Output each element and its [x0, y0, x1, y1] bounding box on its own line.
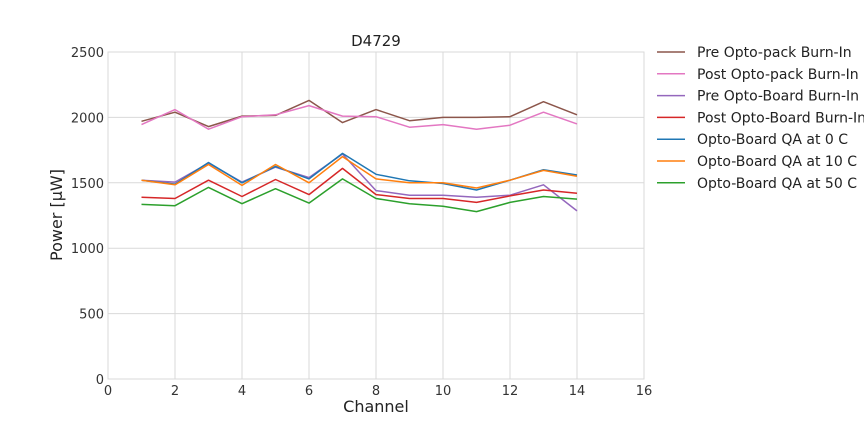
- y-tick-label: 1000: [71, 242, 104, 257]
- chart-title: D4729: [351, 32, 401, 50]
- y-tick-label: 500: [79, 308, 104, 323]
- legend-label: Pre Opto-pack Burn-In: [697, 45, 852, 61]
- legend-label: Opto-Board QA at 50 C: [697, 176, 857, 192]
- axes: [107, 51, 645, 380]
- series-line: [141, 99, 578, 128]
- x-tick-label: 12: [502, 384, 519, 399]
- legend-label: Post Opto-pack Burn-In: [697, 67, 859, 83]
- y-tick-label: 1500: [71, 177, 104, 192]
- grid: [107, 51, 645, 380]
- x-tick-label: 2: [171, 384, 179, 399]
- series-line: [141, 167, 578, 204]
- y-tick-label: 2000: [71, 111, 104, 126]
- tick-labels: 0 2 4 6 8 10 12 14 16 0 500 1000 1500 2000 2500: [71, 46, 652, 399]
- plot-frame: [107, 51, 645, 380]
- x-tick-label: 8: [372, 384, 380, 399]
- x-tick-label: 14: [569, 384, 586, 399]
- x-tick-label: 10: [435, 384, 452, 399]
- series-line: [141, 178, 578, 213]
- x-axis-label: Channel: [343, 397, 409, 416]
- y-tick-label: 0: [96, 373, 104, 388]
- legend-label: Opto-Board QA at 10 C: [697, 154, 857, 170]
- x-tick-label: 6: [305, 384, 313, 399]
- x-tick-label: 16: [636, 384, 653, 399]
- series-line: [141, 104, 578, 130]
- y-axis-label: Power [μW]: [47, 169, 66, 261]
- legend: Pre Opto-pack Burn-In Post Opto-pack Burn…: [657, 45, 864, 192]
- y-tick-label: 2500: [71, 46, 104, 61]
- legend-label: Opto-Board QA at 0 C: [697, 132, 848, 148]
- legend-label: Post Opto-Board Burn-In: [697, 110, 864, 126]
- series-line: [141, 155, 578, 189]
- x-tick-label: 4: [238, 384, 246, 399]
- x-tick-label: 0: [104, 384, 112, 399]
- legend-label: Pre Opto-Board Burn-In: [697, 89, 859, 105]
- series-lines: [141, 99, 578, 213]
